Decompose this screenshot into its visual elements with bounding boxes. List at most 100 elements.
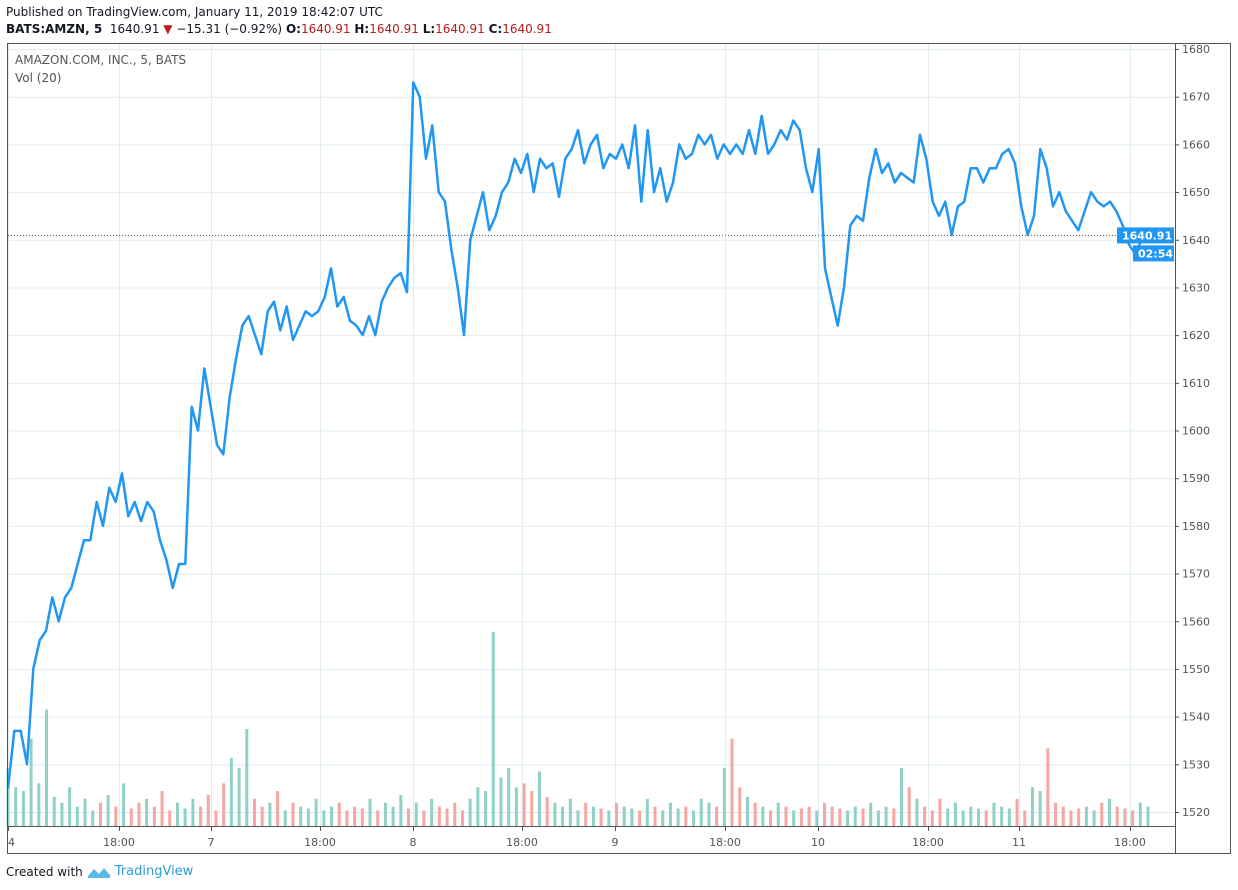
volume-bar [391,806,395,826]
volume-bar [322,810,326,826]
volume-bar [830,806,834,826]
volume-bar [45,709,49,826]
y-tick-label: 1620 [1182,329,1210,342]
volume-bar [1131,810,1135,826]
volume-bar [145,798,149,826]
volume-bar [607,810,611,826]
volume-bar [137,802,141,826]
volume-bar [1138,802,1142,826]
volume-bar [1030,787,1034,826]
volume-bar [869,802,873,826]
x-tick-label: 18:00 [506,836,538,849]
volume-bar [122,783,126,826]
last-price: 1640.91 [109,22,160,36]
volume-bar [846,810,850,826]
volume-bar [75,806,79,826]
symbol-ohlc-bar: BATS:AMZN, 5 1640.91 ▼ −15.31 (−0.92%) O… [6,22,552,36]
x-tick-label: 11 [1012,836,1026,849]
x-tick-label: 18:00 [709,836,741,849]
x-tick-label: 18:00 [103,836,135,849]
tradingview-link[interactable]: TradingView [114,864,194,879]
y-tick-label: 1660 [1182,138,1210,151]
volume-bar [984,810,988,826]
volume-bar [422,810,426,826]
volume-bar [330,806,334,826]
x-tick-label: 18:00 [912,836,944,849]
volume-bar [969,806,973,826]
volume-bar [1092,810,1096,826]
volume-bar [229,758,233,826]
volume-bar [853,806,857,826]
x-tick-label: 10 [811,836,825,849]
volume-bar [1054,802,1058,826]
y-tick-label: 1630 [1182,281,1210,294]
open-label: O: [285,22,301,36]
volume-bar [337,802,341,826]
volume-bar [545,796,549,826]
volume-bar [1123,808,1127,826]
volume-bar [838,808,842,826]
volume-bar [722,767,726,826]
tradingview-logo-icon [87,867,110,878]
volume-bar [191,798,195,826]
x-tick-label: 18:00 [1114,836,1146,849]
volume-bar [938,798,942,826]
volume-bar [668,802,672,826]
volume-bar [537,771,541,826]
volume-bar [930,810,934,826]
volume-bar [892,808,896,826]
volume-bar [799,808,803,826]
volume-bar [900,767,904,826]
volume-bar [414,802,418,826]
y-tick-label: 1680 [1182,43,1210,56]
volume-bar [553,802,557,826]
volume-bar [60,802,64,826]
volume-bar [129,808,133,826]
volume-bar [530,791,534,826]
volume-bar [576,810,580,826]
volume-bar [953,802,957,826]
last-price-badge [1117,227,1174,244]
legend-vol: Vol (20) [15,71,61,85]
volume-bar [1038,791,1042,826]
symbol: BATS:AMZN, 5 [6,22,103,36]
volume-bar [684,806,688,826]
volume-bar [1015,798,1019,826]
volume-bar [399,794,403,826]
footer: Created with TradingView [6,864,193,879]
volume-bar [761,806,765,826]
volume-bar [484,791,488,826]
x-tick-label: 18:00 [304,836,336,849]
y-tick-label: 1520 [1182,806,1210,819]
volume-bar [52,796,56,826]
volume-bar [360,808,364,826]
volume-bar [183,808,187,826]
volume-bar [861,808,865,826]
volume-bar [237,767,241,826]
volume-bar [106,794,110,826]
volume-bar [1077,808,1081,826]
x-tick-label: 9 [612,836,619,849]
volume-bar [561,806,565,826]
volume-bar [491,632,495,826]
low-label: L: [422,22,436,36]
volume-bar [476,787,480,826]
volume-bar [591,806,595,826]
volume-bar [661,810,665,826]
volume-bar [876,810,880,826]
y-tick-label: 1580 [1182,520,1210,533]
volume-bar [653,806,657,826]
volume-bar [522,783,526,826]
volume-bar [699,798,703,826]
volume-bar [730,738,734,826]
volume-bar [91,810,95,826]
volume-bar [707,802,711,826]
x-tick-label: 7 [208,836,215,849]
volume-bar [1023,810,1027,826]
volume-bar [252,798,256,826]
volume-bar [445,808,449,826]
volume-bar [468,798,472,826]
close-label: C: [488,22,503,36]
volume-bar [692,810,696,826]
